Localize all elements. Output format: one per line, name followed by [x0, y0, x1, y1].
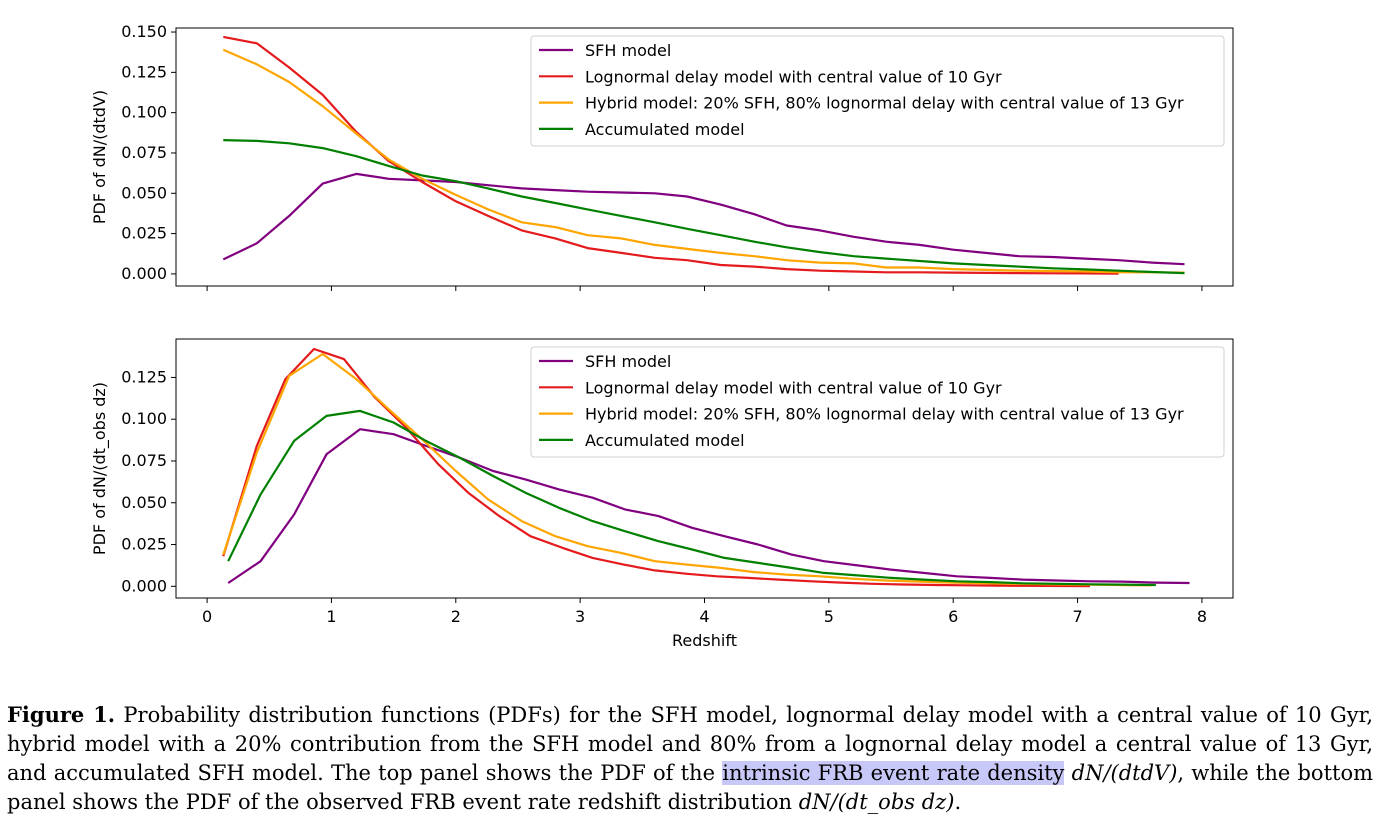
- legend-label: Accumulated model: [585, 120, 745, 139]
- y-tick-label: 0.125: [121, 367, 167, 386]
- y-tick-label: 0.050: [121, 183, 167, 202]
- series-line-4: [223, 139, 1185, 275]
- caption-text-2: , while the bottom panel shows the PDF o…: [7, 761, 1374, 814]
- figure: 0.000 0.025 0.050 0.075 0.100 0.125 0.150 PDF o…: [90, 22, 1234, 650]
- caption-text-1: Probability distribution functions (PDFs…: [7, 703, 1373, 785]
- legend-box: [530, 35, 1225, 147]
- y-tick-label: 0.125: [121, 62, 167, 81]
- legend-label: Lognormal delay model with central value…: [585, 378, 1002, 397]
- y-axis-label: PDF of dN/(dt_obs dz): [90, 382, 110, 555]
- caption-text-3: .: [954, 790, 962, 814]
- figure-caption: Figure 1. Probability distribution funct…: [7, 700, 1373, 817]
- x-tick-label: 1: [326, 607, 336, 626]
- top-panel: 0.000 0.025 0.050 0.075 0.100 0.125 0.150 PDF o…: [90, 22, 1234, 291]
- y-tick-label: 0.100: [121, 409, 167, 428]
- caption-highlight[interactable]: intrinsic FRB event rate density: [722, 761, 1065, 785]
- series-line-4: [227, 409, 1156, 587]
- legend-label: Lognormal delay model with central value…: [585, 67, 1002, 86]
- x-tick-label: 3: [575, 607, 585, 626]
- y-tick-label: 0.000: [121, 264, 167, 283]
- legend-label: Hybrid model: 20% SFH, 80% lognormal del…: [585, 405, 1184, 424]
- series-line-3: [222, 352, 1153, 587]
- y-axis-label: PDF of dN/(dtdV): [90, 90, 109, 224]
- x-tick-label: 0: [202, 607, 212, 626]
- legend-box: [530, 346, 1225, 458]
- caption-label: Figure 1.: [7, 702, 116, 727]
- legend-label: Accumulated model: [585, 431, 745, 450]
- legend-label: SFH model: [585, 41, 671, 60]
- x-tick-label: 4: [699, 607, 709, 626]
- x-tick-label: 2: [451, 607, 461, 626]
- y-tick-label: 0.100: [121, 103, 167, 122]
- x-tick-label: 6: [948, 607, 958, 626]
- x-axis-label: Redshift: [672, 631, 737, 650]
- y-tick-label: 0.025: [121, 224, 167, 243]
- y-tick-label: 0.075: [121, 143, 167, 162]
- bottom-panel: 0 1 2 3 4 5 6 7 8 0.000 0.025 0.050 0.075 0.100 0.125 P…: [90, 338, 1234, 650]
- y-tick-label: 0.025: [121, 535, 167, 554]
- y-tick-label: 0.000: [121, 576, 167, 595]
- y-tick-label: 0.075: [121, 451, 167, 470]
- legend-label: SFH model: [585, 352, 671, 371]
- caption-math-2: dN/(dt_obs dz): [798, 790, 955, 814]
- x-tick-label: 5: [824, 607, 834, 626]
- x-tick-label: 7: [1072, 607, 1082, 626]
- series-line-1: [222, 172, 1185, 266]
- y-tick-label: 0.050: [121, 493, 167, 512]
- series-line-2: [222, 347, 1091, 588]
- series-line-3: [222, 48, 1185, 274]
- series-line-1: [227, 428, 1190, 585]
- y-tick-label: 0.150: [121, 22, 167, 41]
- legend-label: Hybrid model: 20% SFH, 80% lognormal del…: [585, 94, 1184, 113]
- caption-math-1: dN/(dtdV): [1071, 761, 1178, 785]
- x-tick-label: 8: [1197, 607, 1207, 626]
